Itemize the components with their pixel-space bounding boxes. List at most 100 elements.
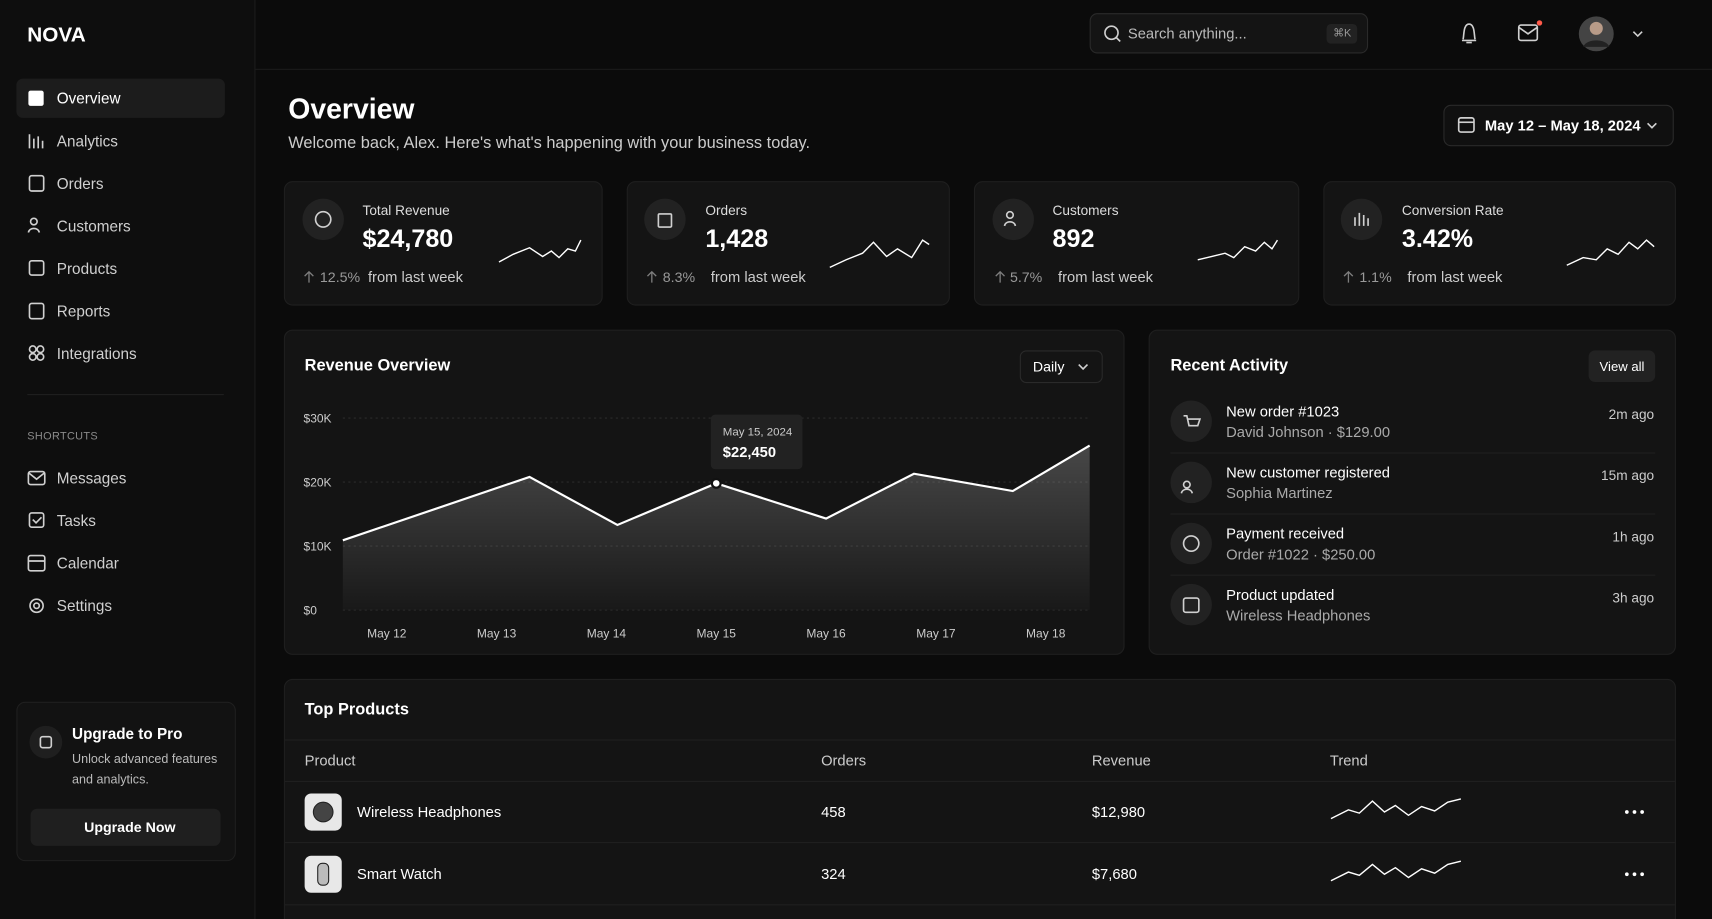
stat-change: 5.7% [1009,269,1043,286]
nav-item[interactable]: Integrations [56,344,137,363]
activity-title: New customer registered [1226,464,1390,481]
period-select[interactable] [1019,350,1103,384]
stat-value: 3.42% [1401,224,1474,253]
tooltip [710,414,803,470]
column-header: Trend [1329,752,1368,769]
table-cell: Smart Watch [357,866,442,883]
page-subtitle: Welcome back, Alex. Here's what's happen… [288,133,811,153]
table-cell: $12,980 [1091,803,1146,821]
y-tick-label: $0 [304,603,318,617]
search-box[interactable] [1089,13,1369,54]
activity-time: 15m ago [1601,468,1655,484]
nav-item[interactable]: Messages [56,469,127,487]
activity-title: Payment received [1226,525,1345,542]
column-header: Revenue [1091,752,1151,769]
nav-item[interactable]: Settings [56,597,113,615]
x-tick-label: May 17 [916,626,956,640]
nav-item[interactable]: Analytics [56,132,118,150]
topbar-divider [255,68,1712,70]
date-range[interactable]: May 12 – May 18, 2024 [1484,117,1641,134]
nav-item[interactable]: Tasks [56,511,96,530]
y-tick-label: $20K [304,475,332,489]
stat-card [283,181,603,306]
upgrade-title: Upgrade to Pro [72,724,183,743]
nav-item[interactable]: Products [56,259,118,278]
x-tick-label: May 12 [367,626,407,640]
section-label: SHORTCUTS [27,430,98,443]
active-nav [16,78,225,118]
chart-title: Revenue Overview [304,356,451,375]
kbd [1326,24,1358,44]
stat-card [973,181,1300,306]
x-tick-label: May 16 [806,626,846,640]
upgrade-text: Unlock advanced features and analytics. [72,753,218,787]
stat-label: Conversion Rate [1401,203,1504,219]
nav-item[interactable]: Overview [56,89,121,107]
activity-time: 2m ago [1608,407,1655,423]
column-header: Product [304,752,356,769]
stat-label: Orders [705,203,748,219]
revenue-chart: $0 $10K $20K $30K May 12 May 13 May 14 May 15 Ma… [304,411,1091,640]
nav-item[interactable]: Orders [56,174,104,193]
page-title: Overview [288,92,415,125]
view-all-button[interactable] [1588,350,1656,383]
activity-time: 3h ago [1612,590,1655,606]
stat-value: 1,428 [705,224,769,253]
activity-detail: David Johnson · $129.00 [1226,424,1391,441]
stat-card [1323,181,1676,306]
search-placeholder[interactable]: Search anything... [1127,25,1247,43]
x-tick-label: May 13 [477,626,517,640]
stat-change: 1.1% [1359,269,1392,286]
stat-label: Total Revenue [362,203,450,219]
activity-card [1148,329,1676,655]
stat-note: from last week [710,269,806,286]
divider [27,394,224,396]
tooltip-value: $22,450 [722,443,777,461]
activity-time: 1h ago [1612,529,1655,545]
activity-detail: Sophia Martinez [1226,485,1333,502]
stat-label: Customers [1052,203,1119,219]
activity-title: Recent Activity [1170,356,1289,375]
y-tick-label: $10K [304,539,332,553]
tooltip-date: May 15, 2024 [722,425,793,439]
products-card [283,678,1676,919]
stat-change: 12.5% [319,269,361,286]
stat-note: from last week [1057,269,1154,286]
stat-change: 8.3% [662,269,696,286]
nav-icons [27,90,46,614]
table-cell: $7,680 [1091,866,1137,883]
activity-title: Product updated [1226,586,1335,604]
brand: NOVA [27,24,86,47]
upgrade-button[interactable] [30,808,221,846]
stat-note: from last week [1407,269,1503,286]
activity-detail: Wireless Headphones [1226,607,1371,624]
x-tick-label: May 15 [697,626,737,640]
period-label[interactable]: Daily [1032,358,1065,375]
view-all-label[interactable]: View all [1599,359,1645,375]
area [342,445,1090,611]
stat-value: 892 [1052,224,1095,253]
activity-detail: Order #1022 · $250.00 [1226,546,1376,563]
upgrade-button-label[interactable]: Upgrade Now [84,819,176,836]
stat-note: from last week [367,269,463,286]
point [710,477,722,489]
x-tick-label: May 14 [587,626,627,640]
activity-title: New order #1023 [1226,403,1340,420]
nav-item[interactable]: Reports [56,302,111,320]
nav-item[interactable]: Calendar [56,554,119,572]
column-header: Orders [821,752,867,769]
table-cell: 458 [821,803,846,821]
table-cell: Wireless Headphones [357,803,502,821]
kbd-label: ⌘K [1333,27,1352,40]
stat-card [626,181,950,306]
stat-value: $24,780 [362,224,454,253]
line [342,444,1091,542]
date-picker[interactable] [1443,104,1674,147]
table-title: Top Products [304,700,409,719]
nav-item[interactable]: Customers [56,217,131,235]
table-cell: 324 [821,866,846,883]
y-tick-label: $30K [304,411,332,425]
x-tick-label: May 18 [1026,626,1066,640]
